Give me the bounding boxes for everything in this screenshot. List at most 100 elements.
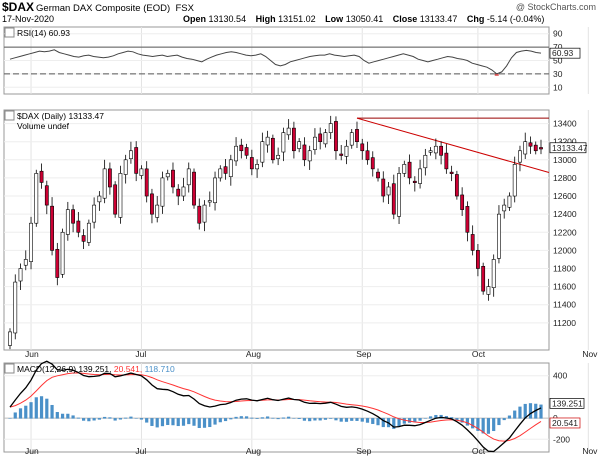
macd-histogram-bar <box>118 418 123 420</box>
macd-histogram-bar <box>329 418 333 419</box>
x-tick-label: Jul <box>135 446 146 456</box>
macd-histogram-bar <box>434 414 438 419</box>
macd-histogram-bar <box>334 418 338 421</box>
close-label: Close <box>392 14 418 24</box>
macd-histogram-bar <box>24 405 28 419</box>
candle-body <box>207 200 212 203</box>
macd-histogram-bar <box>234 416 238 419</box>
candle-body <box>491 259 496 288</box>
candle-body <box>302 144 307 161</box>
candle-body <box>197 205 202 224</box>
candle-body <box>402 164 407 174</box>
candle-body <box>249 157 254 170</box>
candle-body <box>439 145 444 156</box>
x-tick-label: Jun <box>25 349 39 359</box>
price-tick-label: 11200 <box>553 318 576 328</box>
candle-body <box>50 205 54 251</box>
x-tick-label: Aug <box>246 446 261 456</box>
macd-histogram-bar <box>244 416 249 419</box>
macd-histogram-bar <box>82 418 86 421</box>
candle-body <box>397 173 401 217</box>
signal-current-box <box>549 417 581 429</box>
candle-body <box>192 171 196 206</box>
low-label: Low <box>325 14 344 24</box>
candle-body <box>139 168 144 176</box>
candle-body <box>418 168 422 184</box>
macd-histogram-bar <box>318 418 322 421</box>
macd-histogram-bar <box>481 418 485 434</box>
candle-body <box>18 268 23 282</box>
macd-panel-frame <box>3 362 550 453</box>
macd-histogram-bar <box>139 418 144 420</box>
macd-histogram-bar <box>297 418 301 419</box>
macd-histogram-bar <box>381 418 385 428</box>
x-tick-label: Jun <box>25 446 39 456</box>
chart-header: $DAX German DAX Composite (EOD) FSX 17-No… <box>0 0 600 26</box>
macd-histogram-bar <box>302 418 307 421</box>
candle-body <box>255 164 259 170</box>
x-tick-label: Sep <box>356 446 371 456</box>
symbol-title: $DAX German DAX Composite (EOD) FSX <box>2 0 194 14</box>
candle-body <box>449 171 454 174</box>
macd-histogram-bar <box>160 418 165 427</box>
macd-histogram-bar <box>92 418 96 421</box>
candle-body <box>412 180 417 183</box>
candle-body <box>86 222 91 243</box>
price-panel-frame <box>3 109 550 351</box>
candle-body <box>228 159 233 177</box>
price-tick-label: 11600 <box>553 282 576 292</box>
macd-current-label: 139.251 <box>552 398 583 408</box>
macd-histogram-bar <box>202 418 207 428</box>
candle-body <box>123 159 128 175</box>
close-value: 13133.47 <box>419 14 458 24</box>
price-tick-label: 12000 <box>553 245 577 255</box>
candle-body <box>281 132 286 153</box>
price-tick-label: 12800 <box>553 173 577 183</box>
candle-body <box>218 168 223 179</box>
macd-histogram-bar <box>13 412 17 419</box>
candle-body <box>213 177 217 204</box>
candle-body <box>344 145 349 157</box>
macd-histogram-bar <box>523 403 527 419</box>
candle-body <box>239 144 244 152</box>
candle-body <box>486 286 491 295</box>
candle-body <box>144 168 149 197</box>
macd-tick-label: 400 <box>553 371 567 381</box>
macd-histogram-bar <box>497 418 501 426</box>
macd-histogram-bar <box>444 416 448 419</box>
copyright[interactable]: @ StockCharts.com <box>515 2 596 12</box>
chg-label: Chg <box>466 14 485 24</box>
candle-body <box>76 220 81 233</box>
macd-histogram-bar <box>192 418 196 426</box>
candle-body <box>481 266 486 292</box>
macd-histogram-bar <box>450 417 454 419</box>
macd-histogram-bar <box>402 418 406 424</box>
candle-body <box>307 150 312 162</box>
macd-histogram-bar <box>76 417 80 419</box>
macd-histogram-bar <box>103 416 107 419</box>
macd-histogram-bar <box>223 418 228 422</box>
volume-legend: Volume undef <box>17 121 70 131</box>
quote-line: Open 13130.54 High 13151.02 Low 13050.41… <box>183 14 544 24</box>
macd-legend: MACD(12,26,9) 139.251, 20.541, 118.710 <box>17 364 175 374</box>
macd-histogram-bar <box>476 418 480 431</box>
macd-histogram-bar <box>113 418 117 421</box>
candle-body <box>502 204 507 212</box>
macd-histogram-bar <box>260 417 264 419</box>
macd-legend-part: 20.541, <box>112 364 143 374</box>
candle-body <box>234 145 238 162</box>
candle-body <box>65 209 70 235</box>
rsi-current-box <box>549 47 581 59</box>
macd-histogram-bar <box>397 418 401 427</box>
candle-body <box>444 152 449 170</box>
x-tick-label: Nov <box>582 446 598 456</box>
price-tick-label: 11800 <box>553 263 576 273</box>
candle-body <box>276 154 281 160</box>
macd-histogram-bar <box>344 418 349 422</box>
x-tick-label: Aug <box>246 349 261 359</box>
candle-body <box>129 150 133 160</box>
x-tick-label: Nov <box>582 349 598 359</box>
exchange: FSX <box>175 3 194 14</box>
candle-body <box>339 153 344 156</box>
candle-body <box>81 235 86 242</box>
